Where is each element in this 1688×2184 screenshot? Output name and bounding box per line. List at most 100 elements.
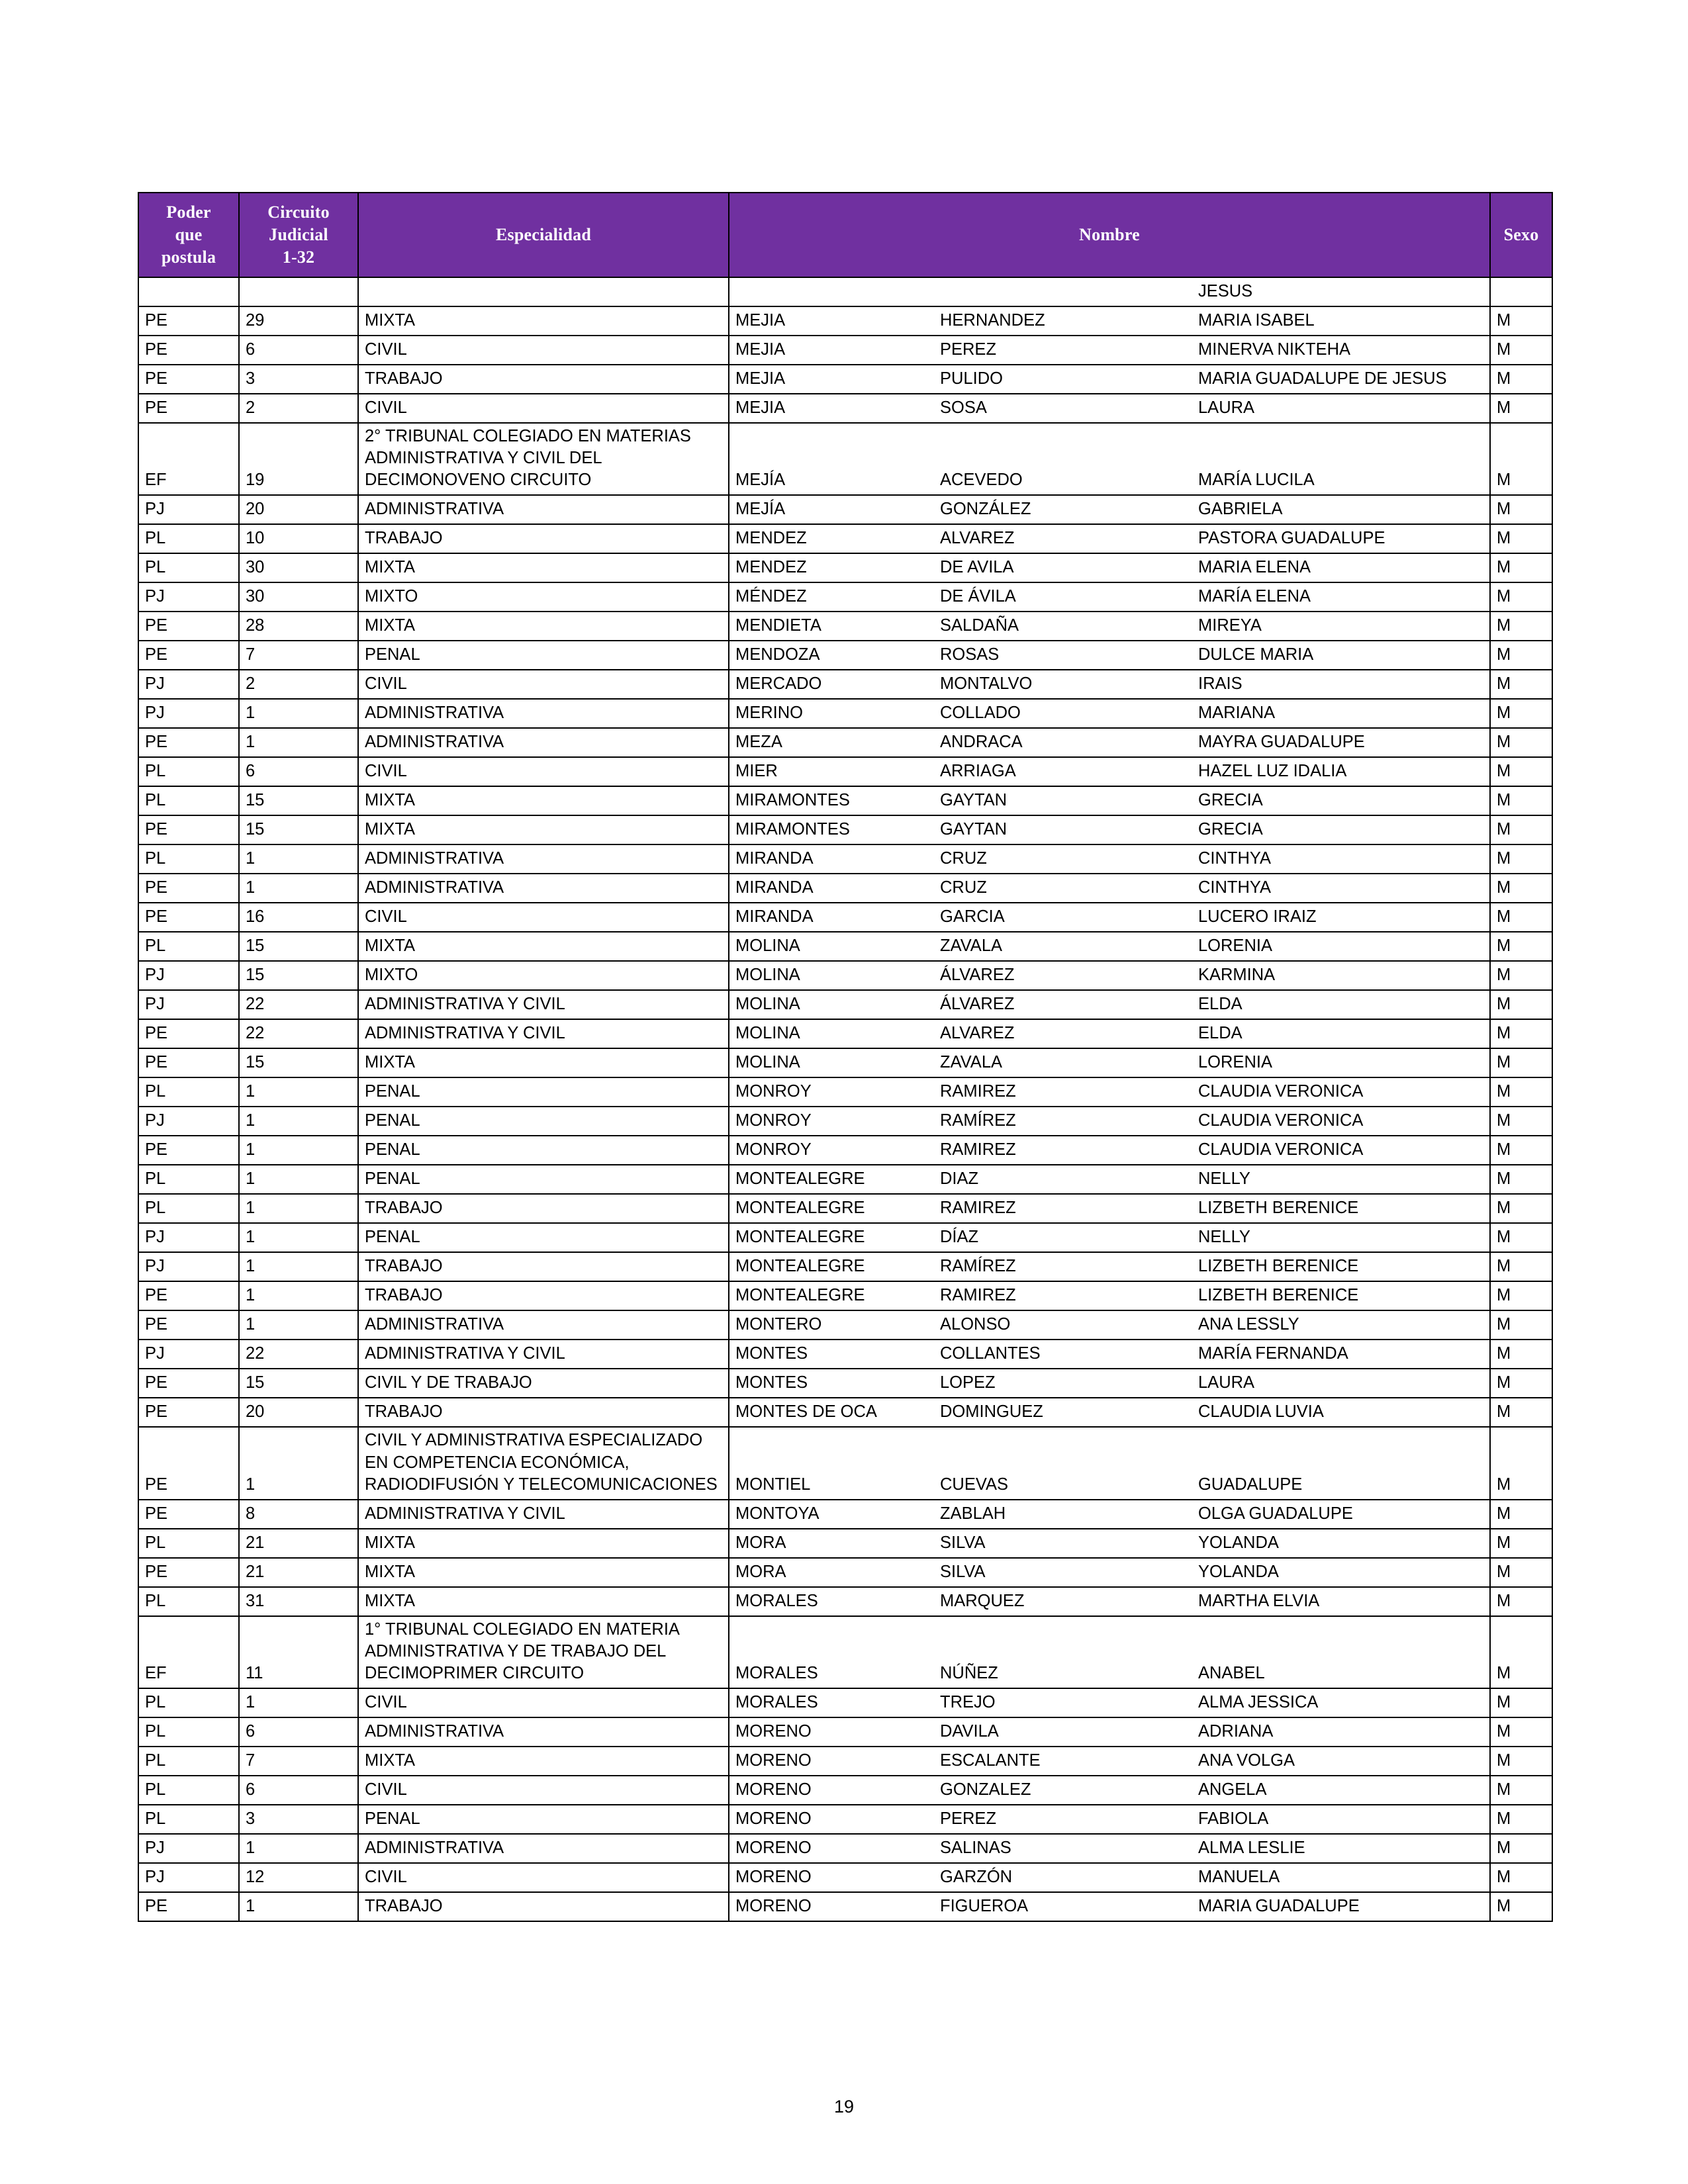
- table-row: PE 1 ADMINISTRATIVA MONTERO ALONSO ANA LESSLY…: [138, 1310, 1554, 1341]
- cell-sexo: M: [1489, 1426, 1554, 1500]
- header-line-3: 1-32: [282, 247, 315, 267]
- cell-sexo: M: [1489, 756, 1554, 788]
- cell-sexo: M: [1489, 1862, 1554, 1893]
- cell-poder-que-postula: PL: [138, 1746, 240, 1777]
- cell-especialidad: CIVIL: [357, 335, 729, 365]
- cell-poder-que-postula: PE: [138, 815, 240, 846]
- cell-circuito-judicial: 1: [238, 1222, 359, 1253]
- cell-primer-apellido: MONTIEL: [728, 1426, 934, 1500]
- cell-segundo-apellido: PEREZ: [934, 335, 1192, 365]
- cell-nombre: ANABEL: [1192, 1615, 1491, 1690]
- cell-nombre: CLAUDIA LUVIA: [1192, 1397, 1491, 1428]
- cell-poder-que-postula: PL: [138, 523, 240, 555]
- cell-circuito-judicial: 3: [238, 1804, 359, 1835]
- cell-sexo: M: [1489, 1891, 1554, 1923]
- cell-circuito-judicial: 1: [238, 1891, 359, 1923]
- cell-nombre: MIREYA: [1192, 611, 1491, 642]
- cell-segundo-apellido: FIGUEROA: [934, 1891, 1192, 1923]
- cell-primer-apellido: MEJIA: [728, 335, 934, 365]
- cell-segundo-apellido: ROSAS: [934, 640, 1192, 671]
- cell-nombre: MARÍA FERNANDA: [1192, 1339, 1491, 1370]
- cell-especialidad: CIVIL: [357, 393, 729, 424]
- table-row: PE 20 TRABAJO MONTES DE OCA DOMINGUEZ CLAUDIA…: [138, 1397, 1554, 1428]
- cell-nombre: MARÍA LUCILA: [1192, 422, 1491, 496]
- cell-poder-que-postula: PE: [138, 1368, 240, 1399]
- cell-circuito-judicial: 1: [238, 1193, 359, 1224]
- cell-sexo: M: [1489, 727, 1554, 758]
- cell-sexo: M: [1489, 1717, 1554, 1748]
- cell-segundo-apellido: CRUZ: [934, 873, 1192, 904]
- table-row: PJ 2 CIVIL MERCADO MONTALVO IRAIS M: [138, 669, 1554, 700]
- cell-sexo: M: [1489, 1135, 1554, 1166]
- cell-segundo-apellido: ESCALANTE: [934, 1746, 1192, 1777]
- table-row: PE 28 MIXTA MENDIETA SALDAÑA MIREYA M: [138, 611, 1554, 642]
- cell-poder-que-postula: PJ: [138, 960, 240, 991]
- cell-primer-apellido: MONTES: [728, 1339, 934, 1370]
- cell-poder-que-postula: PL: [138, 756, 240, 788]
- cell-primer-apellido: MÉNDEZ: [728, 582, 934, 613]
- table-row: PL 1 TRABAJO MONTEALEGRE RAMIREZ LIZBETH BERE…: [138, 1193, 1554, 1224]
- table-row: PJ 1 ADMINISTRATIVA MORENO SALINAS ALMA LESLI…: [138, 1833, 1554, 1864]
- cell-especialidad: MIXTA: [357, 1048, 729, 1079]
- cell-especialidad: CIVIL Y DE TRABAJO: [357, 1368, 729, 1399]
- cell-nombre: ANA VOLGA: [1192, 1746, 1491, 1777]
- cell-primer-apellido: MEJÍA: [728, 422, 934, 496]
- cell-sexo: M: [1489, 1397, 1554, 1428]
- cell-circuito-judicial: 15: [238, 786, 359, 817]
- cell-segundo-apellido: [934, 277, 1192, 307]
- cell-segundo-apellido: GARCIA: [934, 902, 1192, 933]
- cell-primer-apellido: MEJIA: [728, 306, 934, 336]
- cell-segundo-apellido: SALDAÑA: [934, 611, 1192, 642]
- cell-circuito-judicial: 20: [238, 494, 359, 525]
- cell-primer-apellido: MIRANDA: [728, 902, 934, 933]
- cell-nombre: LUCERO IRAIZ: [1192, 902, 1491, 933]
- table-header: Poder que postula Circuito Judicial 1-32…: [138, 192, 1554, 278]
- cell-segundo-apellido: DÍAZ: [934, 1222, 1192, 1253]
- cell-especialidad: CIVIL: [357, 756, 729, 788]
- cell-circuito-judicial: 15: [238, 1048, 359, 1079]
- cell-sexo: M: [1489, 1746, 1554, 1777]
- cell-sexo: M: [1489, 1048, 1554, 1079]
- cell-nombre: MINERVA NIKTEHA: [1192, 335, 1491, 365]
- cell-nombre: LORENIA: [1192, 931, 1491, 962]
- cell-nombre: MARTHA ELVIA: [1192, 1586, 1491, 1617]
- candidate-listing-table: Poder que postula Circuito Judicial 1-32…: [138, 192, 1554, 1923]
- cell-circuito-judicial: 21: [238, 1527, 359, 1559]
- header-line-2: que: [175, 225, 203, 245]
- cell-sexo: M: [1489, 1019, 1554, 1050]
- cell-poder-que-postula: PL: [138, 1775, 240, 1806]
- cell-circuito-judicial: 1: [238, 873, 359, 904]
- cell-circuito-judicial: 1: [238, 1135, 359, 1166]
- cell-primer-apellido: MONROY: [728, 1077, 934, 1108]
- cell-poder-que-postula: PJ: [138, 1339, 240, 1370]
- cell-primer-apellido: MOLINA: [728, 960, 934, 991]
- cell-nombre: NELLY: [1192, 1222, 1491, 1253]
- cell-poder-que-postula: [138, 277, 240, 307]
- cell-segundo-apellido: ARRIAGA: [934, 756, 1192, 788]
- cell-circuito-judicial: 6: [238, 335, 359, 365]
- cell-especialidad: MIXTA: [357, 306, 729, 336]
- cell-segundo-apellido: ÁLVAREZ: [934, 989, 1192, 1021]
- cell-sexo: M: [1489, 1251, 1554, 1283]
- cell-primer-apellido: MORALES: [728, 1586, 934, 1617]
- cell-nombre: CLAUDIA VERONICA: [1192, 1077, 1491, 1108]
- cell-primer-apellido: MONTEALEGRE: [728, 1222, 934, 1253]
- cell-circuito-judicial: 15: [238, 960, 359, 991]
- cell-especialidad: ADMINISTRATIVA: [357, 1717, 729, 1748]
- cell-nombre: ANGELA: [1192, 1775, 1491, 1806]
- cell-poder-que-postula: PE: [138, 873, 240, 904]
- table-row: PL 10 TRABAJO MENDEZ ALVAREZ PASTORA GUADALUP…: [138, 523, 1554, 555]
- cell-segundo-apellido: ANDRACA: [934, 727, 1192, 758]
- table-row: PE 3 TRABAJO MEJIA PULIDO MARIA GUADALUPE DE …: [138, 364, 1554, 394]
- cell-primer-apellido: MENDOZA: [728, 640, 934, 671]
- cell-especialidad: MIXTA: [357, 1746, 729, 1777]
- candidate-listing-table-wrapper: Poder que postula Circuito Judicial 1-32…: [138, 192, 1554, 1923]
- table-body: JESUS PE 29 MIXTA MEJIA HERNANDEZ MARIA ISABEL…: [138, 277, 1554, 1923]
- cell-circuito-judicial: 1: [238, 1164, 359, 1195]
- cell-poder-que-postula: PL: [138, 1077, 240, 1108]
- cell-sexo: M: [1489, 698, 1554, 729]
- cell-sexo: M: [1489, 1310, 1554, 1341]
- cell-sexo: M: [1489, 640, 1554, 671]
- cell-segundo-apellido: HERNANDEZ: [934, 306, 1192, 336]
- cell-circuito-judicial: 1: [238, 1281, 359, 1312]
